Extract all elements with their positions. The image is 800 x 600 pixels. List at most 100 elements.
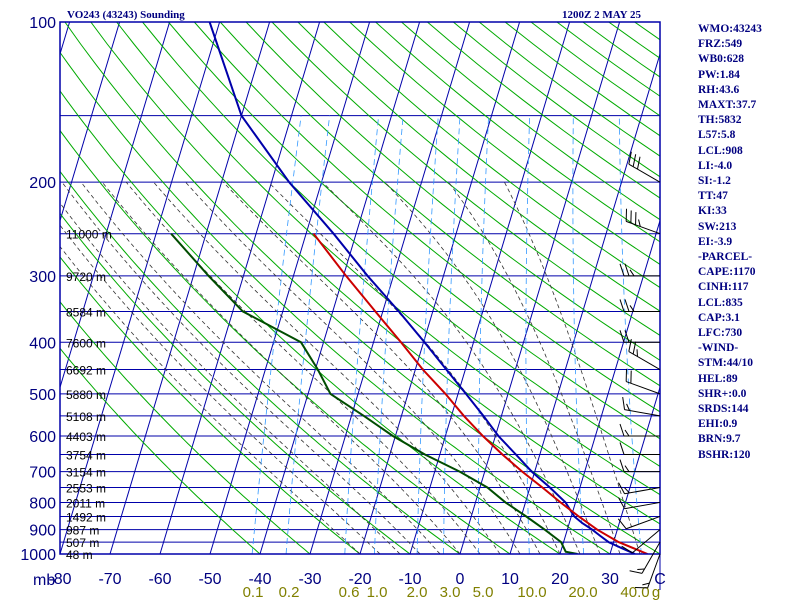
pressure-tick-label: 100 — [29, 15, 56, 32]
dry-adiabat-line — [60, 347, 261, 554]
height-label: 2011 m — [66, 496, 105, 510]
wind-barb-shaft — [632, 529, 661, 554]
dry-adiabat-line — [60, 301, 311, 554]
height-label: 2553 m — [66, 482, 106, 496]
height-label: 8584 m — [66, 305, 106, 319]
wind-barb-feather — [632, 154, 637, 167]
wind-barb — [619, 299, 660, 312]
stat-line: TT:47 — [698, 190, 728, 203]
height-label: 9720 m — [66, 270, 106, 284]
wind-barb — [619, 459, 660, 473]
stat-line: MAXT:37.7 — [698, 99, 757, 112]
wind-barb-shaft — [628, 163, 661, 183]
stat-line: PW:1.84 — [698, 68, 740, 81]
mixing-ratio-line — [374, 115, 404, 554]
mixing-ratio-label: 20.0 — [568, 584, 597, 600]
stat-line: RH:43.6 — [698, 83, 740, 96]
moist-adiabat-line — [125, 181, 481, 554]
height-label: 7600 m — [66, 336, 106, 350]
temperature-tick-label: -10 — [398, 571, 421, 588]
dry-adiabat-line — [297, 22, 660, 312]
stat-line: WMO:43243 — [698, 23, 762, 35]
height-label: 11000 m — [66, 228, 112, 242]
moist-adiabat-line — [504, 181, 641, 554]
wind-barb — [625, 208, 661, 235]
dewpoint-trace — [170, 233, 578, 554]
wind-barb-feather — [636, 156, 641, 170]
mixing-ratio-label: 0.2 — [279, 584, 300, 600]
stat-line: KI:33 — [698, 205, 727, 218]
wind-barb-feather — [629, 570, 643, 574]
pressure-tick-label: 700 — [29, 465, 56, 482]
wind-barb-shaft — [647, 553, 661, 588]
wind-barb — [621, 529, 661, 554]
wind-barb — [617, 515, 661, 530]
wind-barb — [625, 368, 661, 395]
dry-adiabat-line — [60, 256, 361, 554]
wind-barb — [619, 330, 660, 343]
stat-line: -WIND- — [698, 342, 739, 355]
moist-adiabat-line — [101, 181, 461, 554]
wind-barb-shaft — [624, 501, 661, 510]
wind-barb-feather — [619, 263, 625, 276]
wind-barb — [629, 541, 661, 574]
temperature-tick-label: C — [654, 571, 666, 588]
mixing-ratio-label: 10.0 — [517, 584, 546, 600]
wind-barb-feather — [624, 465, 630, 472]
pressure-tick-label: 900 — [29, 523, 56, 540]
height-label: 4403 m — [66, 430, 106, 444]
wind-barb-feather — [619, 423, 625, 437]
stat-line: SRDS:144 — [698, 403, 749, 416]
isotherm-line — [60, 22, 221, 554]
isotherm-line — [109, 22, 271, 554]
dry-adiabat-line — [60, 51, 611, 554]
moist-adiabat-line — [80, 181, 441, 554]
wind-barb-feather — [622, 397, 626, 410]
mixing-ratio-line — [416, 115, 439, 554]
wind-barb-shaft — [624, 409, 661, 417]
dry-adiabat-line — [142, 22, 660, 467]
dry-adiabat-line — [60, 129, 511, 554]
wind-barb-feather — [624, 429, 630, 437]
height-label: 5108 m — [66, 410, 106, 424]
isotherm-line — [60, 22, 121, 223]
isotherm-line — [209, 22, 371, 554]
isotherm-line — [509, 52, 660, 554]
dry-adiabat-line — [245, 22, 660, 361]
stat-line: CINH:117 — [698, 281, 749, 294]
plot-frame — [59, 21, 661, 555]
dry-adiabat-line — [349, 22, 660, 265]
temperature-tick-label: 30 — [601, 571, 619, 588]
wind-barb — [619, 423, 660, 437]
stat-line: -PARCEL- — [698, 251, 753, 264]
wind-barb-feather — [619, 330, 625, 343]
mixing-ratio-label: 2.0 — [407, 584, 428, 600]
wind-barb — [622, 397, 661, 417]
mixing-ratio-line — [443, 115, 461, 554]
wind-barb-feather — [618, 482, 625, 495]
stat-line: LI:-4.0 — [698, 159, 733, 172]
temperature-tick-label: 0 — [456, 571, 465, 588]
wind-barb-shaft — [624, 487, 661, 495]
wind-barb-shaft — [626, 381, 661, 395]
mixing-ratio-line — [618, 115, 642, 554]
height-label: 48 m — [66, 548, 93, 562]
temperature-tick-label: 10 — [501, 571, 519, 588]
temperature-trace — [208, 22, 636, 554]
stat-line: L57:5.8 — [698, 129, 736, 142]
wind-barb-shaft — [641, 541, 661, 574]
dry-adiabat-line — [375, 22, 660, 243]
wind-barb-feather — [629, 269, 635, 277]
temperature-tick-label: -20 — [348, 571, 371, 588]
mixing-ratio-label: 5.0 — [473, 584, 494, 600]
pressure-tick-label: 1000 — [20, 547, 56, 564]
stat-line: WB0:628 — [698, 53, 744, 66]
stat-line: SI:-1.2 — [698, 175, 731, 188]
wind-barb — [618, 497, 661, 510]
dry-adiabat-line — [193, 22, 660, 413]
pressure-tick-label: 600 — [29, 429, 56, 446]
mixing-ratio-label: 0.6 — [339, 584, 360, 600]
height-label: 3754 m — [66, 448, 106, 462]
wind-barb — [619, 442, 660, 455]
